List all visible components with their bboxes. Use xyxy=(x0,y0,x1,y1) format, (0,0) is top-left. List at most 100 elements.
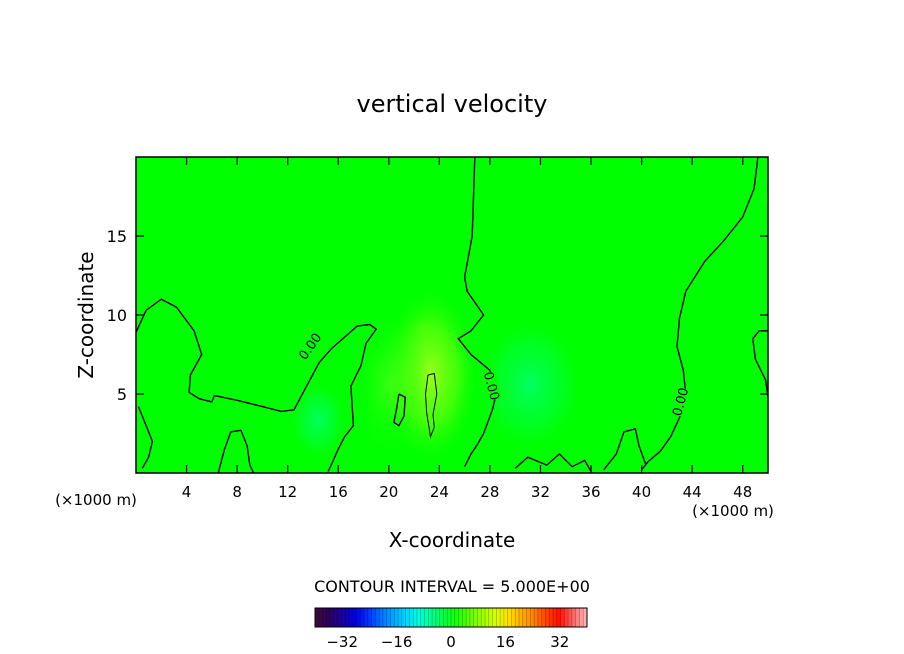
colorbar-swatch xyxy=(477,608,482,627)
colorbar-swatch xyxy=(386,608,391,627)
colorbar-swatch xyxy=(432,608,437,627)
colorbar-swatch xyxy=(428,608,433,627)
colorbar-swatch xyxy=(341,608,346,627)
colorbar-swatch xyxy=(367,608,372,627)
colorbar-swatch xyxy=(466,608,471,627)
colorbar-swatch xyxy=(364,608,369,627)
colorbar xyxy=(314,607,588,628)
colorbar-swatch xyxy=(413,608,418,627)
colorbar-swatch xyxy=(345,608,350,627)
colorbar-swatch xyxy=(409,608,414,627)
colorbar-swatch xyxy=(462,608,467,627)
colorbar-swatch xyxy=(322,608,327,627)
x-tick-label: 40 xyxy=(632,483,651,501)
colorbar-swatch xyxy=(553,608,558,627)
contour-line-6 xyxy=(393,393,406,427)
colorbar-swatch xyxy=(537,608,542,627)
colorbar-swatch xyxy=(534,608,539,627)
colorbar-swatch xyxy=(435,608,440,627)
colorbar-swatch xyxy=(356,608,361,627)
x-tick-label: 4 xyxy=(182,483,192,501)
colorbar-swatch xyxy=(583,608,588,627)
contour-label: 0.00 xyxy=(480,370,502,402)
colorbar-swatch xyxy=(398,608,403,627)
x-tick-label: 28 xyxy=(480,483,499,501)
colorbar-swatch xyxy=(503,608,508,627)
x-axis-label: X-coordinate xyxy=(389,528,516,552)
x-unit-label-left: (×1000 m) xyxy=(55,491,137,509)
colorbar-swatch xyxy=(568,608,573,627)
x-tick-label: 20 xyxy=(379,483,398,501)
contour-interval-label: CONTOUR INTERVAL = 5.000E+00 xyxy=(314,577,590,596)
colorbar-swatch xyxy=(379,608,384,627)
contour-line-0 xyxy=(136,298,378,472)
colorbar-swatch xyxy=(507,608,512,627)
colorbar-swatch xyxy=(530,608,535,627)
colorbar-swatch xyxy=(526,608,531,627)
colorbar-swatch xyxy=(481,608,486,627)
x-tick-label: 24 xyxy=(430,483,449,501)
contour-line-9 xyxy=(603,427,647,471)
colorbar-swatch xyxy=(571,608,576,627)
contour-plot-area: 0.000.00 0.00 4 8 12 16 20 24 28 32 36 40 44 48 5101… xyxy=(107,156,769,501)
colorbar-swatch xyxy=(473,608,478,627)
x-tick-label: 36 xyxy=(581,483,600,501)
updraft-shading-left xyxy=(350,305,430,465)
colorbar-swatch xyxy=(515,608,520,627)
contour-label-bg xyxy=(295,330,324,362)
colorbar-swatch xyxy=(383,608,388,627)
colorbar-swatch xyxy=(401,608,406,627)
y-tick-label: 5 xyxy=(117,385,127,404)
colorbar-swatch xyxy=(519,608,524,627)
x-tick-label: 44 xyxy=(683,483,702,501)
x-tick-label: 8 xyxy=(232,483,242,501)
colorbar-swatch xyxy=(337,608,342,627)
contour-label: 0.00 xyxy=(670,386,692,418)
contour-line-5 xyxy=(217,429,255,473)
colorbar-swatch xyxy=(394,608,399,627)
contour-line-2 xyxy=(641,157,759,471)
colorbar-swatch xyxy=(326,608,331,627)
colorbar-swatch xyxy=(405,608,410,627)
colorbar-swatch xyxy=(575,608,580,627)
colorbar-swatch xyxy=(439,608,444,627)
colorbar-swatch xyxy=(469,608,474,627)
colorbar-tick-label: 16 xyxy=(496,633,515,651)
colorbar-swatch xyxy=(349,608,354,627)
colorbar-swatch xyxy=(541,608,546,627)
downdraft-shading-left xyxy=(288,380,348,460)
colorbar-swatch xyxy=(522,608,527,627)
colorbar-swatch xyxy=(564,608,569,627)
colorbar-swatch xyxy=(492,608,497,627)
colorbar-swatch xyxy=(333,608,338,627)
y-tick-label: 10 xyxy=(107,306,127,325)
colorbar-swatch xyxy=(417,608,422,627)
colorbar-swatch xyxy=(579,608,584,627)
colorbar-tick-label: −32 xyxy=(326,633,358,651)
contour-line-1 xyxy=(457,157,497,468)
x-tick-label: 48 xyxy=(733,483,752,501)
x-tick-label: 12 xyxy=(278,483,297,501)
colorbar-swatch xyxy=(360,608,365,627)
colorbar-swatch xyxy=(420,608,425,627)
colorbar-swatch xyxy=(496,608,501,627)
x-unit-label-right: (×1000 m) xyxy=(692,502,774,520)
colorbar-swatch xyxy=(424,608,429,627)
colorbar-frame xyxy=(314,607,588,628)
colorbar-swatch xyxy=(545,608,550,627)
colorbar-swatch xyxy=(330,608,335,627)
y-axis-label: Z-coordinate xyxy=(74,251,98,378)
contour-line-7 xyxy=(424,372,438,439)
colorbar-swatch xyxy=(443,608,448,627)
colorbar-tick-label: 0 xyxy=(446,633,456,651)
colorbar-swatch xyxy=(390,608,395,627)
x-tick-label: 16 xyxy=(329,483,348,501)
downdraft-shading-right xyxy=(475,315,585,455)
colorbar-swatch xyxy=(454,608,459,627)
contour-line-3 xyxy=(752,330,768,398)
colorbar-swatch xyxy=(375,608,380,627)
colorbar-swatch xyxy=(511,608,516,627)
contour-line-4 xyxy=(137,406,154,469)
colorbar-swatch xyxy=(500,608,505,627)
